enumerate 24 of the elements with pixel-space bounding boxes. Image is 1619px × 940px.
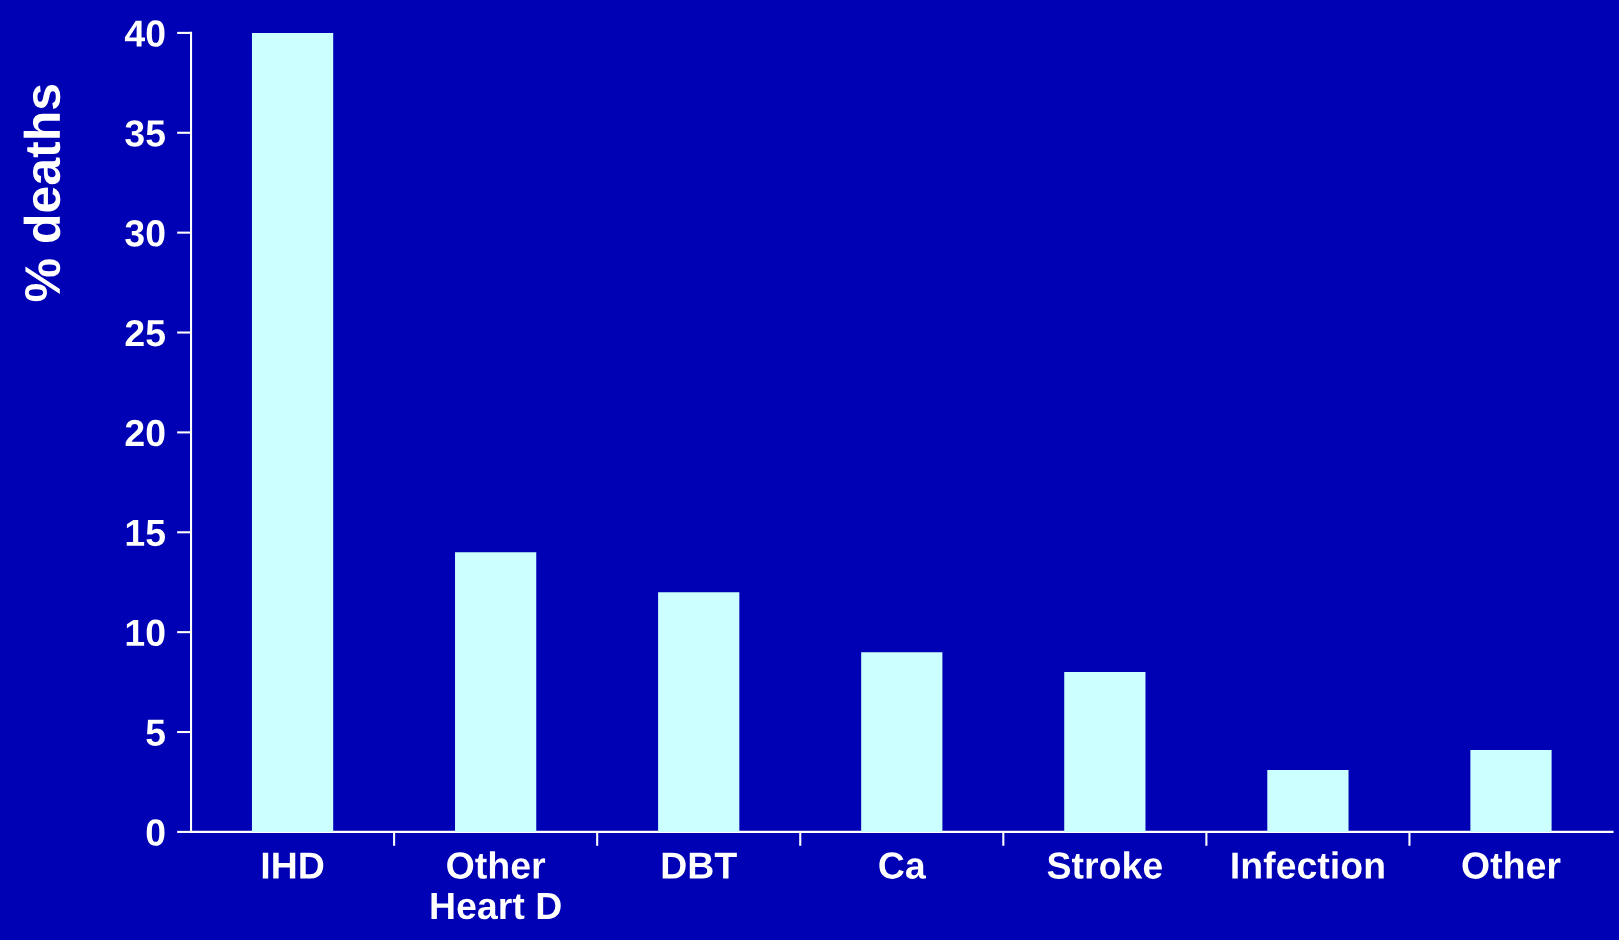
y-tick-label: 10	[126, 619, 165, 647]
y-tick-label: 15	[126, 520, 165, 547]
y-tick-label: 25	[125, 319, 165, 347]
x-tick-label: Stroke	[1047, 851, 1162, 879]
bar	[455, 552, 537, 832]
y-axis-title: % deaths	[23, 84, 61, 302]
x-tick-label: IHD	[262, 852, 324, 879]
x-tick-label: DBT	[662, 852, 737, 879]
bar	[658, 592, 740, 832]
y-tick-label: 20	[125, 419, 165, 447]
y-tick-label: 5	[146, 719, 165, 746]
x-tick-label: Other Heart D	[431, 851, 561, 920]
x-tick-label: Infection	[1232, 851, 1384, 879]
bar	[1470, 750, 1552, 832]
y-tick-label: 0	[146, 819, 165, 846]
bar	[1064, 672, 1146, 832]
x-tick-label: Ca	[879, 852, 926, 879]
y-tick-label: 40	[124, 20, 165, 47]
bar	[861, 652, 943, 832]
x-tick-label: Other	[1462, 851, 1561, 879]
y-tick-label: 30	[125, 220, 165, 247]
y-tick-label: 35	[125, 120, 165, 147]
bar	[1267, 769, 1349, 832]
bar	[251, 32, 334, 832]
